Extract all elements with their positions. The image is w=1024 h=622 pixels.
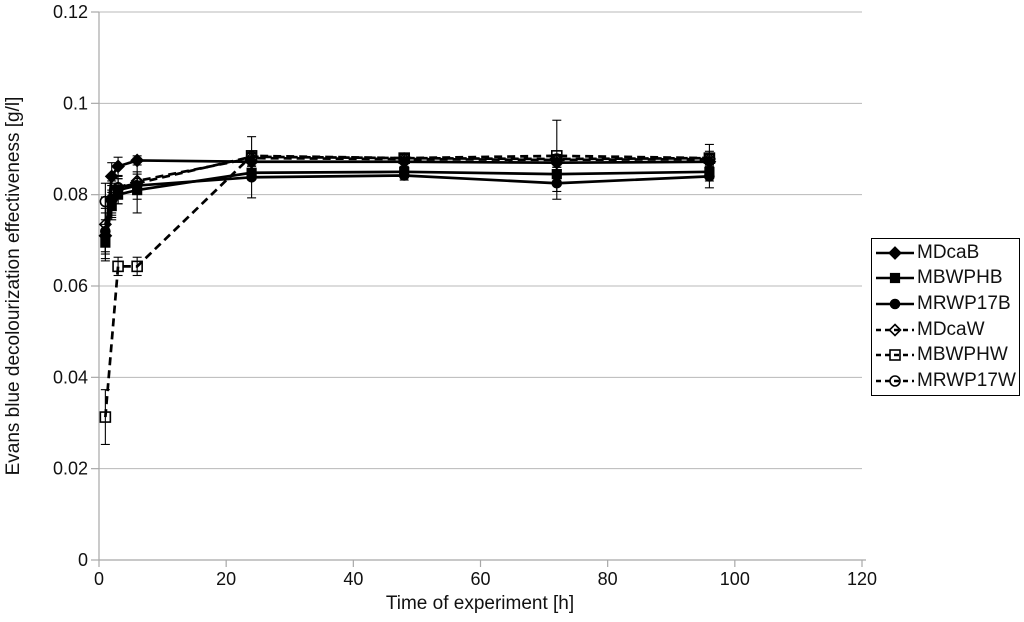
legend-marker-sample: [876, 375, 914, 387]
y-tick-label: 0: [78, 550, 88, 570]
legend-label: MDcaB: [917, 241, 980, 263]
series-MRWP17W-marker: [112, 182, 124, 194]
legend-marker-sample: [876, 349, 914, 362]
y-axis-title: Evans blue decolourization effectiveness…: [3, 96, 24, 476]
legend-label: MDcaW: [917, 318, 985, 340]
series-MRWP17W-marker: [703, 152, 716, 164]
x-tick-label: 60: [470, 569, 490, 589]
legend-label: MBWPHW: [917, 344, 1008, 366]
x-tick-label: 80: [598, 569, 618, 589]
x-tick-label: 40: [343, 569, 363, 589]
legend-label: MRWP17W: [917, 370, 1016, 392]
series-MRWP17W-marker: [245, 150, 258, 163]
legend-item-mrwp17b: MRWP17B: [875, 292, 1019, 317]
series-MDcaB-marker: [111, 159, 125, 174]
series-line: [104, 174, 710, 232]
error-bar: [100, 389, 110, 446]
x-axis-title: Time of experiment [h]: [385, 593, 575, 614]
x-tick-label: 100: [720, 569, 750, 589]
legend-square-icon: [889, 273, 901, 284]
legend-marker-sample: [876, 323, 914, 337]
series-MRWP17W-marker: [398, 152, 411, 164]
series-MRWP17B-marker: [398, 170, 410, 181]
series-MRWP17W: [99, 150, 716, 221]
x-tick-label: 120: [847, 569, 877, 589]
series-MRWP17W-marker: [550, 153, 563, 165]
legend-item-mrwp17w: MRWP17W: [875, 369, 1019, 394]
x-tick-label: 0: [94, 569, 104, 589]
series-MBWPHW-marker: [131, 260, 143, 273]
legend-square-icon: [889, 349, 901, 362]
series-MBWPHW-marker: [99, 411, 112, 423]
y-tick-label: 0.04: [53, 367, 88, 387]
y-tick-label: 0.1: [63, 93, 88, 113]
legend-label: MRWP17B: [917, 293, 1011, 315]
series-MDcaW-marker: [98, 217, 112, 231]
legend-item-mdcab: MDcaB: [875, 240, 1019, 265]
legend-label: MBWPHB: [917, 267, 1003, 289]
legend-diamond-icon: [888, 323, 902, 337]
legend-item-mdcaw: MDcaW: [875, 317, 1019, 342]
y-tick-label: 0.02: [53, 459, 88, 479]
legend-item-mbwphw: MBWPHW: [875, 343, 1019, 368]
x-tick-label: 20: [216, 569, 236, 589]
y-tick-label: 0.06: [53, 276, 88, 296]
series-MRWP17W-marker: [131, 177, 143, 190]
legend-diamond-icon: [888, 245, 902, 260]
series-MBWPHW-marker: [112, 260, 124, 273]
legend-marker-sample: [876, 245, 914, 260]
legend-marker-sample: [876, 273, 914, 284]
legend: MDcaB MBWPHB MRWP17B MDcaW MBWPHW MRWP17W: [871, 238, 1020, 396]
series-line: [104, 155, 710, 203]
series-MRWP17B-marker: [704, 171, 715, 182]
y-tick-label: 0.12: [53, 2, 88, 22]
series-MRWP17W-marker: [105, 193, 118, 206]
y-tick-label: 0.08: [53, 185, 88, 205]
legend-marker-sample: [876, 298, 914, 310]
series-MRWP17W-marker: [99, 195, 112, 208]
legend-circle-icon: [889, 298, 901, 310]
legend-item-mbwphb: MBWPHB: [875, 266, 1019, 291]
legend-circle-icon: [889, 375, 901, 387]
